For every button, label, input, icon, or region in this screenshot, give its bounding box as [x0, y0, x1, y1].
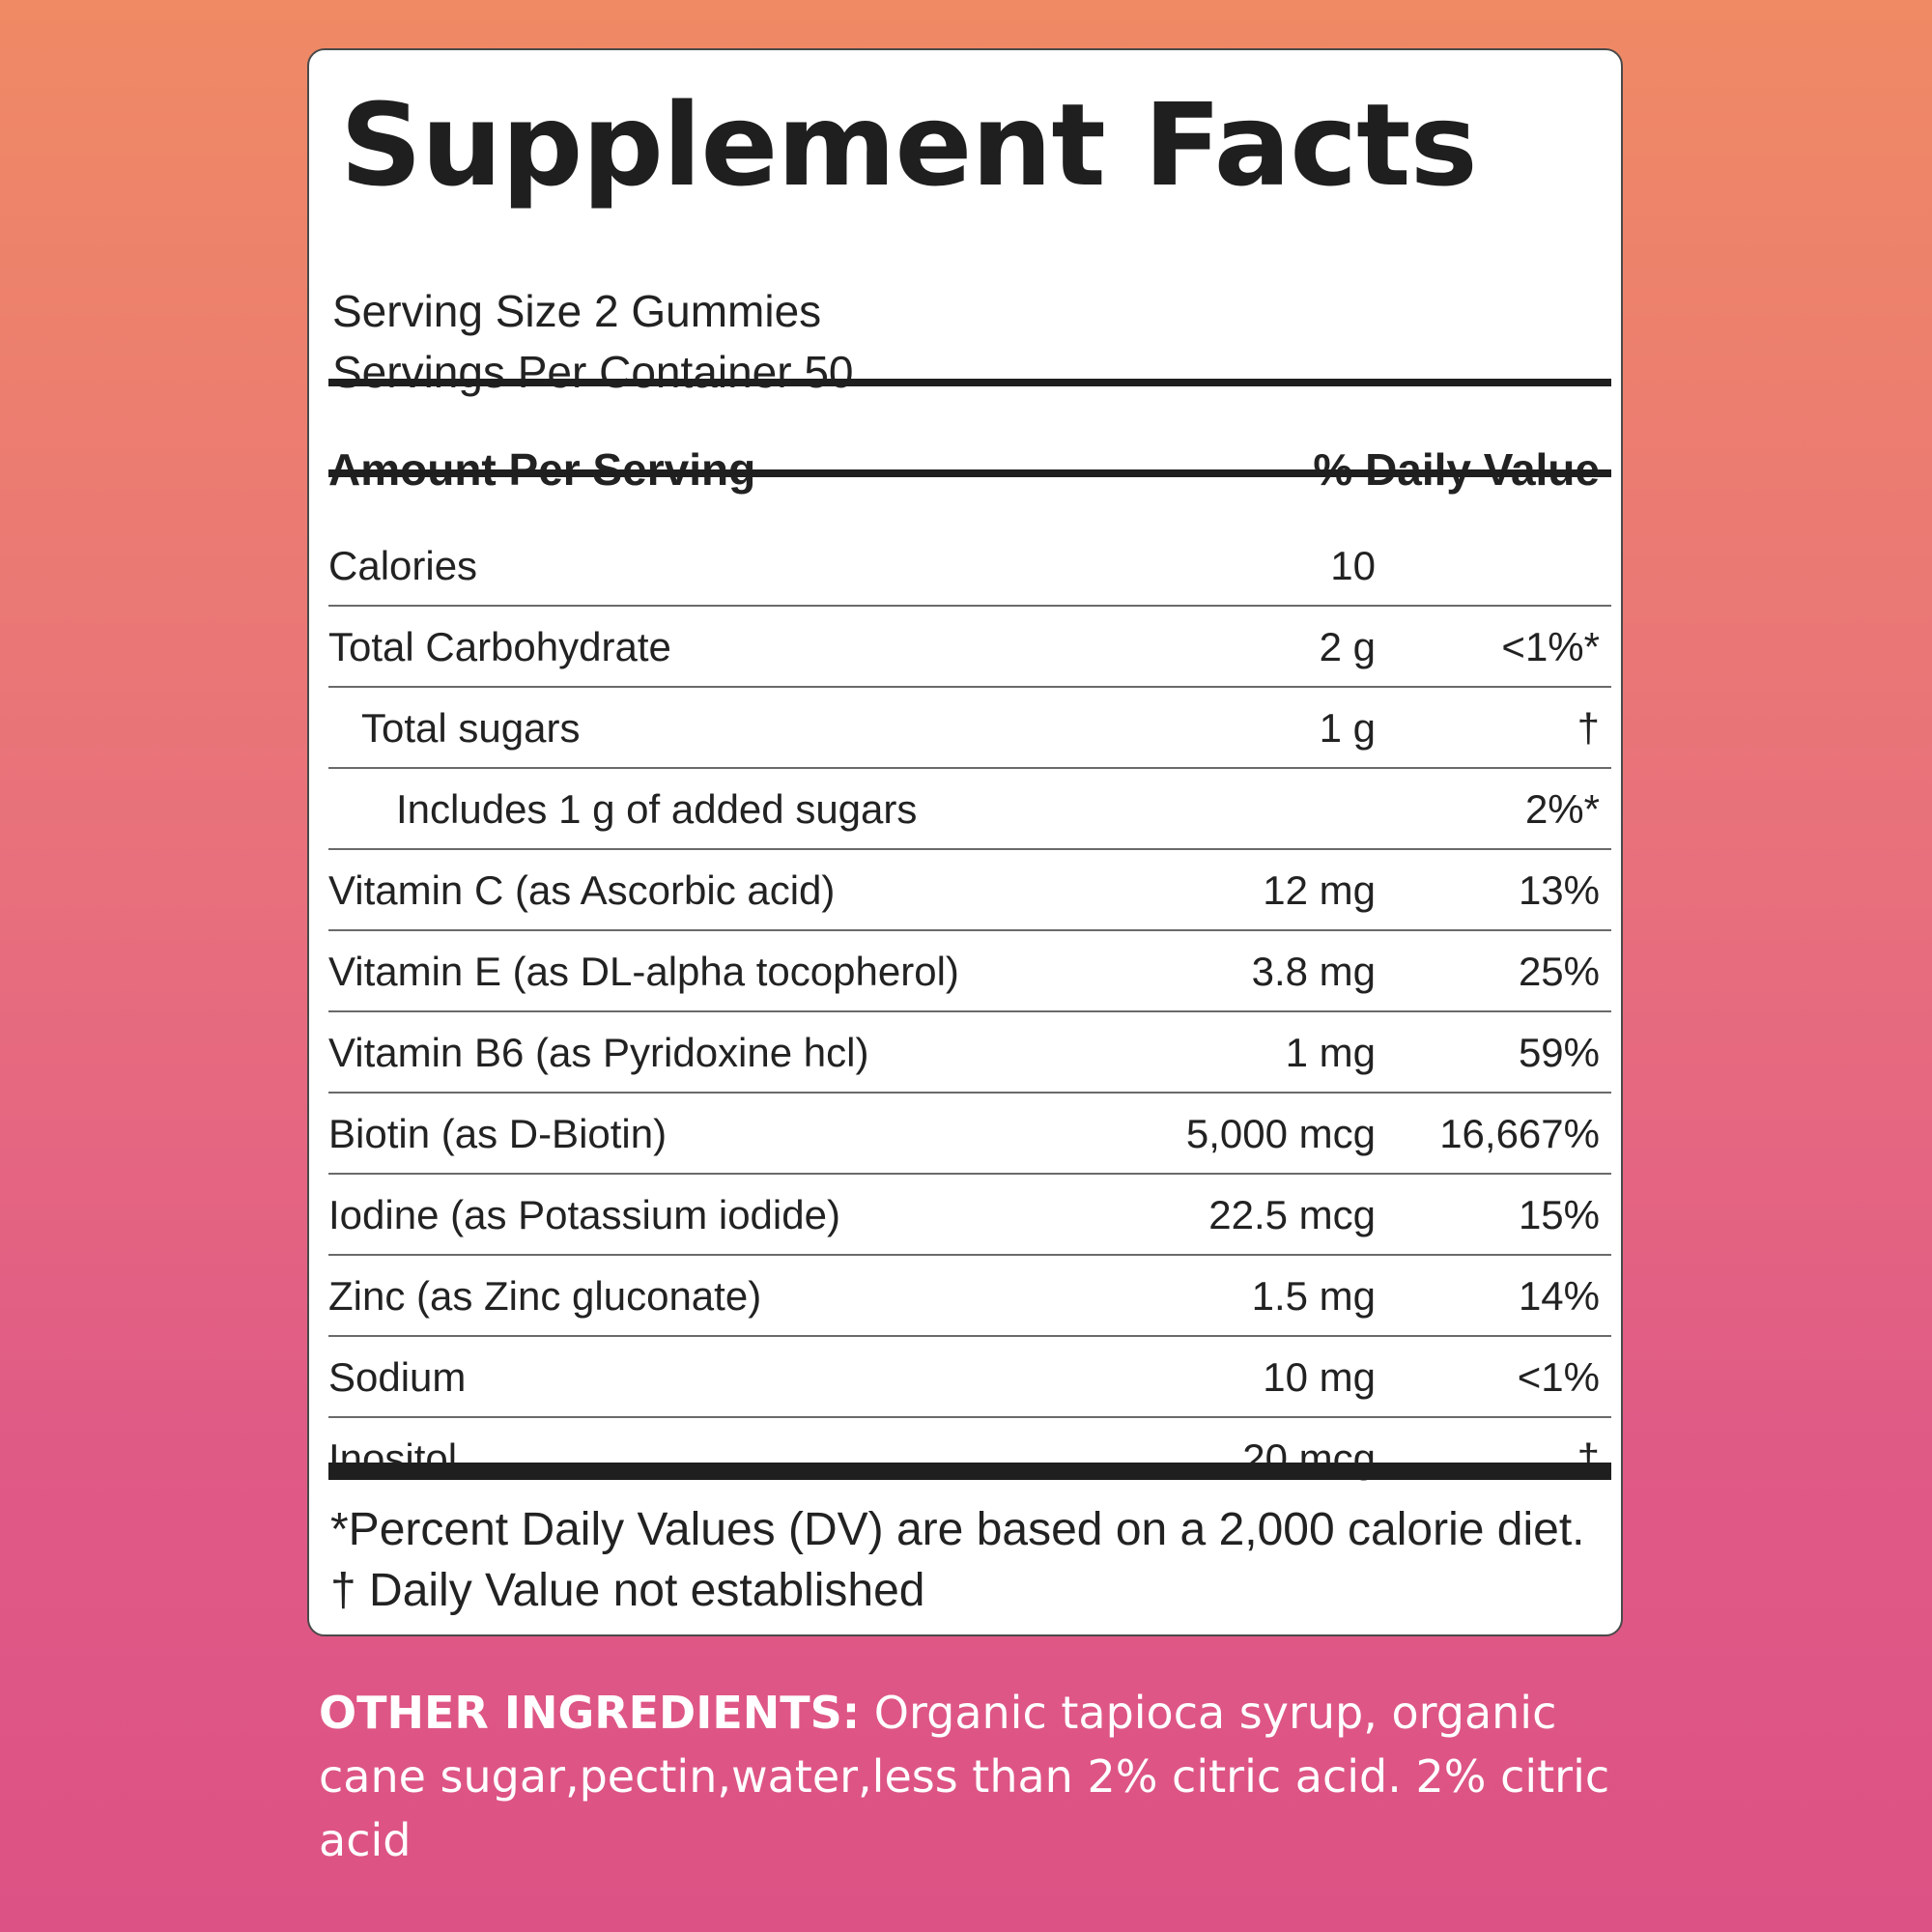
nutrient-amount: 10 mg — [1263, 1354, 1376, 1400]
panel-title: Supplement Facts — [340, 78, 1478, 212]
nutrient-name: Includes 1 g of added sugars — [396, 786, 918, 832]
nutrient-amount: 1 mg — [1285, 1030, 1376, 1075]
nutrient-amount: 1 g — [1319, 705, 1376, 751]
nutrient-row: Includes 1 g of added sugars 2%* — [328, 769, 1611, 850]
nutrient-table: Calories 10 Total Carbohydrate 2 g <1%* … — [328, 526, 1611, 1499]
footnote-daily-values: *Percent Daily Values (DV) are based on … — [330, 1504, 1585, 1555]
nutrient-row: Iodine (as Potassium iodide) 22.5 mcg 15… — [328, 1175, 1611, 1256]
nutrient-name: Total sugars — [361, 705, 581, 751]
nutrient-daily-value: 2%* — [1524, 786, 1600, 832]
divider-thick-top — [328, 379, 1611, 386]
nutrient-row: Zinc (as Zinc gluconate) 1.5 mg 14% — [328, 1256, 1611, 1337]
nutrient-row: Calories 10 — [328, 526, 1611, 607]
nutrient-amount: 10 — [1330, 543, 1376, 588]
servings-per-container: Servings Per Container 50 — [332, 347, 854, 397]
nutrient-row: Vitamin C (as Ascorbic acid) 12 mg 13% — [328, 850, 1611, 931]
nutrient-daily-value: <1%* — [1501, 624, 1600, 669]
serving-size: Serving Size 2 Gummies — [332, 286, 822, 336]
nutrient-row: Sodium 10 mg <1% — [328, 1337, 1611, 1418]
nutrient-name: Calories — [328, 543, 478, 588]
nutrient-row: Total sugars 1 g † — [328, 688, 1611, 769]
divider-thick-bottom — [328, 1463, 1611, 1480]
nutrient-amount: 22.5 mcg — [1208, 1192, 1376, 1237]
other-ingredients-label: OTHER INGREDIENTS: — [319, 1687, 861, 1739]
nutrient-row: Vitamin B6 (as Pyridoxine hcl) 1 mg 59% — [328, 1012, 1611, 1094]
nutrient-daily-value: 14% — [1518, 1273, 1600, 1319]
nutrient-daily-value: 13% — [1518, 867, 1600, 913]
nutrient-name: Vitamin C (as Ascorbic acid) — [328, 867, 836, 913]
nutrient-name: Sodium — [328, 1354, 467, 1400]
nutrient-name: Vitamin B6 (as Pyridoxine hcl) — [328, 1030, 869, 1075]
nutrient-amount: 2 g — [1319, 624, 1376, 669]
other-ingredients-text: Organic tapioca syrup, organic cane suga… — [319, 1687, 1610, 1866]
nutrient-row: Biotin (as D-Biotin) 5,000 mcg 16,667% — [328, 1094, 1611, 1175]
nutrient-row: Vitamin E (as DL-alpha tocopherol) 3.8 m… — [328, 931, 1611, 1012]
nutrient-row: Total Carbohydrate 2 g <1%* — [328, 607, 1611, 688]
footnote-dagger: † Daily Value not established — [330, 1565, 925, 1616]
nutrient-name: Zinc (as Zinc gluconate) — [328, 1273, 762, 1319]
nutrient-daily-value: <1% — [1517, 1354, 1600, 1400]
nutrient-name: Iodine (as Potassium iodide) — [328, 1192, 840, 1237]
nutrient-name: Total Carbohydrate — [328, 624, 671, 669]
nutrient-daily-value: 16,667% — [1439, 1111, 1600, 1156]
nutrient-daily-value: 59% — [1518, 1030, 1600, 1075]
nutrient-amount: 1.5 mg — [1251, 1273, 1376, 1319]
nutrient-daily-value: 15% — [1518, 1192, 1600, 1237]
other-ingredients: OTHER INGREDIENTS: Organic tapioca syrup… — [319, 1681, 1671, 1872]
nutrient-row: Inositol 20 mcg † — [328, 1418, 1611, 1499]
nutrient-amount: 5,000 mcg — [1185, 1111, 1376, 1156]
nutrient-amount: 12 mg — [1263, 867, 1376, 913]
nutrient-daily-value: † — [1577, 705, 1600, 751]
divider-thick-header — [328, 469, 1611, 477]
nutrient-amount: 3.8 mg — [1251, 949, 1376, 994]
supplement-facts-panel: Supplement Facts Serving Size 2 Gummies … — [307, 48, 1623, 1636]
nutrient-name: Vitamin E (as DL-alpha tocopherol) — [328, 949, 959, 994]
nutrient-daily-value: 25% — [1518, 949, 1600, 994]
nutrient-name: Biotin (as D-Biotin) — [328, 1111, 668, 1156]
